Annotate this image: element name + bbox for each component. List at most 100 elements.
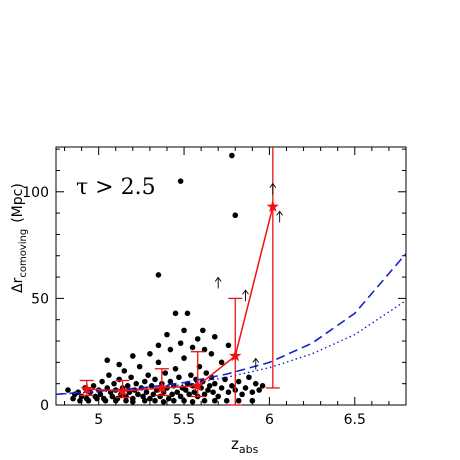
x-axis-title-base: z [231,435,239,453]
data-point [121,368,128,374]
data-point [174,389,181,396]
data-point [181,397,187,404]
y-axis-title: Δrcomoving (Mpc) [10,183,29,293]
data-point [116,361,122,368]
data-point [205,387,211,393]
data-point [211,333,218,340]
y-axis-title-sub: comoving [18,229,29,278]
data-point [206,383,213,389]
data-point [256,387,262,393]
data-point [102,397,109,404]
data-point [152,376,158,383]
data-point [210,389,216,396]
data-point [155,272,162,278]
data-point [201,391,208,398]
data-point [164,331,170,338]
y-axis-title-prefix: Δr [10,277,26,293]
data-point [141,378,148,385]
data-point [140,393,146,400]
data-point [223,397,230,404]
data-point [211,380,218,387]
data-point [155,342,162,349]
data-point [249,397,256,404]
data-point [171,397,177,404]
lower-limit-arrow [242,289,249,302]
model-curve-dotted [55,299,407,395]
x-tick-label: 5.5 [173,412,195,428]
data-point [186,391,192,398]
data-point [232,212,239,219]
data-point [218,359,225,366]
binned-star [191,379,204,392]
data-point [167,378,174,385]
lower-limit-arrow [269,182,277,195]
data-point [211,397,218,404]
data-point [167,346,174,353]
data-point [189,399,196,405]
data-point [136,363,143,370]
data-point [172,365,179,372]
data-point [133,380,140,387]
data-point [141,397,148,404]
lower-limit-arrow [252,357,260,370]
x-tick-label: 6.5 [344,412,366,428]
x-axis-title-sub: abs [239,443,259,456]
data-point [249,389,256,396]
data-point [104,357,111,364]
data-point [181,327,187,334]
binned-star [266,200,279,212]
y-tick-label: 0 [40,398,49,414]
data-point [85,397,92,404]
data-point [94,395,100,402]
data-point [155,359,162,366]
data-point [184,310,191,317]
data-point [229,383,235,389]
data-point [218,385,225,391]
data-point [191,389,198,396]
data-point [70,395,76,402]
binned-series [79,147,280,406]
data-point [165,395,172,402]
data-point [99,378,105,385]
data-point [130,353,136,359]
data-point [152,397,158,404]
data-point [104,385,111,391]
data-point [124,383,131,389]
binned-star [155,381,168,394]
y-tick-label: 50 [31,291,49,307]
data-point [106,372,112,378]
binned-star [80,382,93,395]
data-point [189,344,196,351]
data-point [112,397,119,404]
data-point [246,374,252,381]
data-point [123,397,129,404]
data-point [252,380,259,387]
data-point [162,370,169,376]
data-point [169,391,175,398]
data-point [147,395,153,402]
data-point [200,327,206,334]
data-point [239,391,245,398]
data-point [130,399,136,405]
data-point [172,310,179,317]
data-point [235,397,242,404]
data-point [148,383,155,389]
lower-limit-arrow [214,276,222,289]
data-point [182,387,189,393]
data-point [109,393,116,400]
lower-limit-arrow [276,210,284,223]
data-point [225,389,232,396]
data-point [215,393,221,400]
data-point [177,393,184,400]
data-point [176,374,182,381]
tau-annotation: τ > 2.5 [76,175,156,200]
data-point [242,385,249,391]
data-point [208,351,215,357]
data-point [77,397,83,404]
data-point [111,380,117,387]
data-point [188,372,194,378]
y-axis-title-unit: (Mpc) [10,183,26,223]
data-point [201,346,208,353]
x-tick-label: 6 [265,412,274,428]
